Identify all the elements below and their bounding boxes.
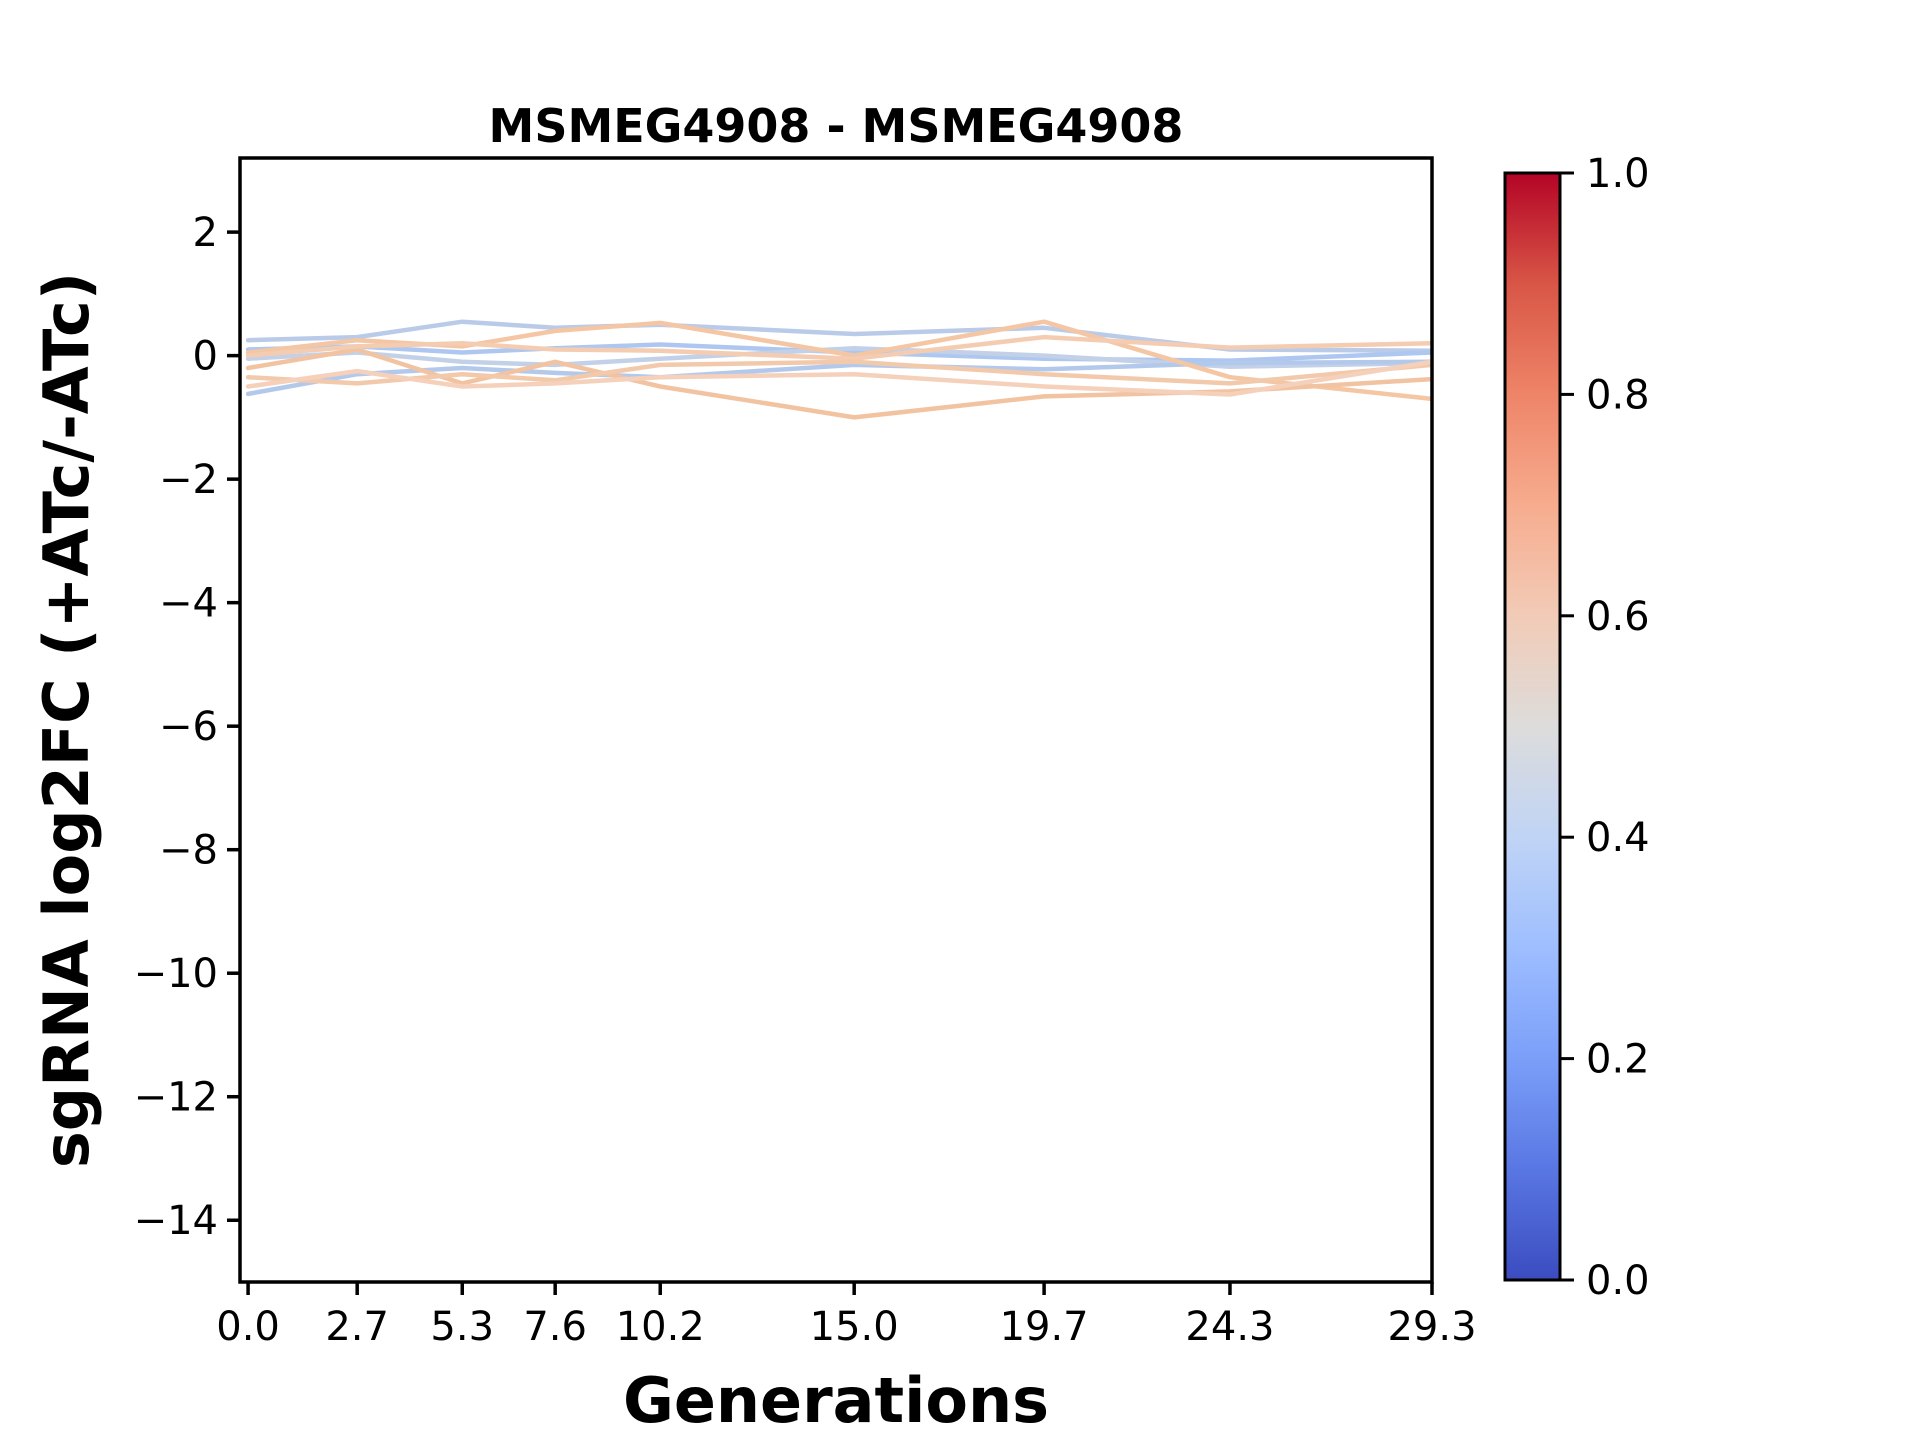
colorbar-tick-label: 0.8 (1586, 372, 1650, 418)
y-tick-label: −6 (159, 704, 218, 750)
colorbar-tick-label: 1.0 (1586, 151, 1650, 197)
x-tick-label: 2.7 (325, 1304, 389, 1350)
series-line-7 (245, 334, 1432, 361)
x-tick-label: 19.7 (1000, 1304, 1089, 1350)
y-tick-label: −12 (134, 1075, 218, 1121)
y-tick-label: 2 (193, 210, 218, 256)
axes-spines (238, 156, 1434, 1284)
series-line-9 (245, 359, 1432, 397)
x-tick-label: 0.0 (216, 1304, 280, 1350)
x-tick-label: 24.3 (1185, 1304, 1274, 1350)
series-line-5 (245, 319, 1432, 402)
series-group (245, 319, 1432, 420)
y-axis: 2 0 −2 −4 −6 −8 −10 −12 −14 (134, 210, 240, 1244)
x-tick-label: 7.6 (523, 1304, 587, 1350)
colorbar-tick-label: 0.4 (1586, 815, 1650, 861)
x-tick-label: 29.3 (1387, 1304, 1476, 1350)
colorbar: 0.0 0.2 0.4 0.6 0.8 1.0 (1503, 151, 1650, 1304)
y-tick-label: −8 (159, 828, 218, 874)
colorbar-tick-label: 0.2 (1586, 1037, 1650, 1083)
colorbar-ticks: 0.0 0.2 0.4 0.6 0.8 1.0 (1560, 151, 1650, 1304)
y-axis-label: sgRNA log2FC (+ATc/-ATc) (30, 272, 103, 1168)
y-tick-label: −14 (134, 1198, 218, 1244)
y-tick-label: −10 (134, 951, 218, 997)
chart-title: MSMEG4908 - MSMEG4908 (489, 99, 1184, 153)
x-tick-label: 5.3 (430, 1304, 494, 1350)
y-tick-label: −2 (159, 457, 218, 503)
x-axis-label: Generations (623, 1364, 1049, 1437)
y-tick-label: 0 (193, 334, 218, 380)
x-tick-label: 10.2 (616, 1304, 705, 1350)
x-tick-label: 15.0 (810, 1304, 899, 1350)
colorbar-gradient (1503, 171, 1562, 1282)
x-axis: 0.0 2.7 5.3 7.6 10.2 15.0 19.7 24.3 29.3 (216, 1282, 1477, 1350)
colorbar-tick-label: 0.0 (1586, 1258, 1650, 1304)
colorbar-tick-label: 0.6 (1586, 594, 1650, 640)
series-line-8 (245, 359, 1432, 386)
y-tick-label: −4 (159, 581, 218, 627)
